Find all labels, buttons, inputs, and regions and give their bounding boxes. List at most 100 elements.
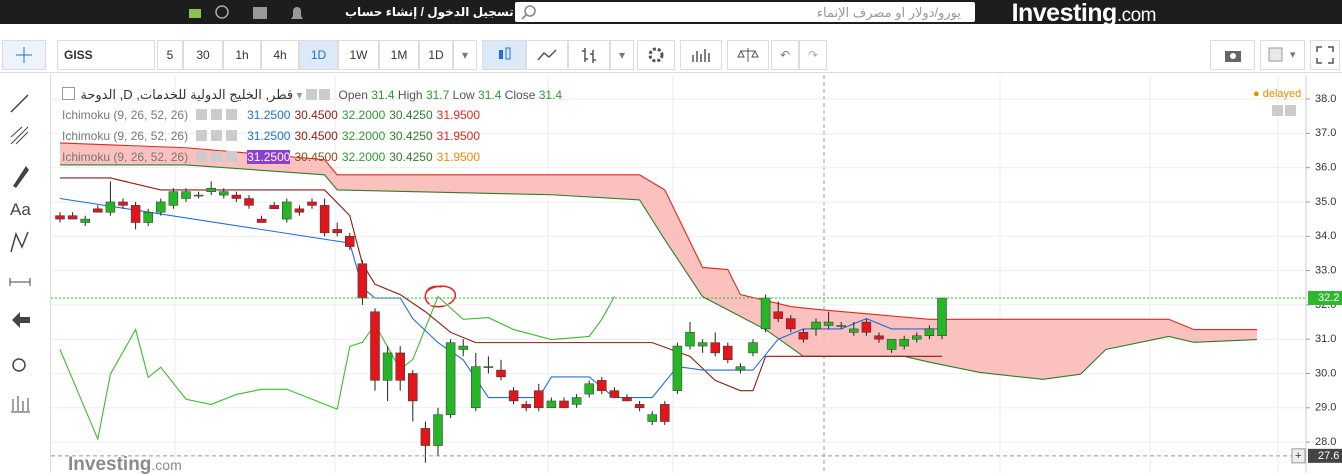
y-tick-label: 31.0 <box>1315 333 1336 345</box>
chart-tool[interactable] <box>11 396 30 413</box>
undo[interactable]: ↶ <box>771 40 799 70</box>
candle-body <box>521 404 531 409</box>
candle-body <box>786 318 796 330</box>
candle-body <box>508 390 519 402</box>
settings[interactable] <box>637 40 675 70</box>
drawing-toolbar: Aa <box>0 74 51 473</box>
pattern-tool[interactable] <box>10 231 29 253</box>
legend: قطر, الخليج الدولية للخدمات, D, الدوحة ▾… <box>62 87 562 103</box>
candle-body <box>748 342 758 354</box>
candle-body <box>924 328 935 337</box>
ichimoku-span-b <box>59 142 1257 331</box>
candle-body <box>168 191 179 206</box>
candle-body <box>836 325 846 327</box>
candle-body <box>231 194 242 199</box>
login-link[interactable]: تسجيل الدخول / إنشاء حساب <box>345 5 514 19</box>
indicator-name: Ichimoku (9, 26, 52, 26) <box>62 108 189 122</box>
icon <box>253 7 267 19</box>
watermark-suffix: .com <box>151 457 182 473</box>
remove-tool[interactable] <box>12 312 30 328</box>
candle-body <box>899 338 909 347</box>
redo[interactable]: ↷ <box>799 40 827 70</box>
dropdown-arrow[interactable]: ▾ <box>453 40 477 70</box>
fullscreen[interactable] <box>1310 40 1340 70</box>
indicator-icons[interactable] <box>196 150 241 164</box>
measure-tool[interactable] <box>9 278 31 286</box>
candle-body <box>559 400 569 409</box>
candle-body <box>672 345 683 391</box>
icon[interactable] <box>1285 105 1296 116</box>
indicator-value: 30.4250 <box>389 108 433 122</box>
search-box[interactable]: يورو/دولار او مصرف الإنماء <box>515 2 975 22</box>
y-tick-label: 37.0 <box>1315 127 1336 139</box>
candle-body <box>773 311 783 319</box>
crosshair-plus <box>1291 448 1306 464</box>
compare[interactable] <box>727 40 769 70</box>
indicator-value: 31.9500 <box>436 108 481 122</box>
icon <box>215 5 229 19</box>
candle-body <box>282 201 292 220</box>
indicator-value: 31.9500 <box>436 129 481 143</box>
ohlc-value: 31.4 <box>478 88 502 102</box>
indicator-icons[interactable] <box>196 108 241 122</box>
y-tick-label: 36.0 <box>1315 162 1336 174</box>
candle-body <box>723 345 733 361</box>
icon[interactable] <box>318 89 330 100</box>
candle-body <box>660 404 670 422</box>
interval-button[interactable]: 1D <box>299 40 338 70</box>
candle-body <box>408 373 418 402</box>
text-tool[interactable]: Aa <box>10 200 31 219</box>
indicator-row: Ichimoku (9, 26, 52, 26) 31.2500 30.4500 32… <box>62 108 484 122</box>
zoom-tool[interactable] <box>12 358 26 372</box>
tool-icons <box>9 94 31 413</box>
collapse[interactable] <box>62 87 75 100</box>
candle-body <box>534 390 544 409</box>
screenshot[interactable] <box>1210 40 1255 70</box>
line-style[interactable] <box>526 40 568 70</box>
crosshair-tool[interactable] <box>2 40 46 70</box>
indicator-icons[interactable] <box>196 129 241 143</box>
trend-line-tool[interactable] <box>10 94 29 113</box>
indicators[interactable] <box>680 40 722 70</box>
interval-button[interactable]: 4h <box>261 40 299 70</box>
y-tick-label: 28.0 <box>1315 436 1336 448</box>
candle-body <box>382 352 393 381</box>
bar-style[interactable] <box>568 40 610 70</box>
candle-body <box>546 400 557 409</box>
dropdown-arrow[interactable]: ▾ <box>610 40 634 70</box>
crosshair-price-tag <box>1308 448 1342 463</box>
interval-button[interactable]: 1W <box>338 40 379 70</box>
ohlc-value: 31.4 <box>538 88 563 102</box>
candle-body <box>622 397 632 402</box>
indicator-value: 31.2500 <box>247 150 291 164</box>
candle-body <box>571 397 582 405</box>
candle-body <box>697 342 708 347</box>
icon[interactable] <box>1272 105 1283 116</box>
candle-body <box>634 404 645 409</box>
interval-button[interactable]: 5 <box>157 40 183 70</box>
color-picker[interactable]: ▾ <box>1260 40 1305 70</box>
interval-button[interactable]: 1h <box>223 40 261 70</box>
logo[interactable]: Investing.com <box>1012 0 1157 28</box>
candle-body <box>206 187 216 192</box>
candle-body <box>319 205 330 234</box>
fib-tool[interactable] <box>10 126 29 145</box>
brush-tool[interactable] <box>13 166 29 188</box>
candle-body <box>760 297 771 330</box>
candle-body <box>445 342 456 415</box>
interval-button[interactable]: 30 <box>183 40 223 70</box>
ohlc-label: Low <box>452 88 475 102</box>
candle-body <box>269 205 279 210</box>
search-placeholder: يورو/دولار او مصرف الإنماء <box>816 5 961 20</box>
indicator-value: 30.4500 <box>294 129 338 143</box>
watermark-logo: Investing <box>68 454 152 475</box>
candle-style[interactable] <box>482 40 526 70</box>
interval-button[interactable]: 1M <box>379 40 419 70</box>
plot-area <box>51 75 1306 473</box>
interval-dropdown[interactable]: 1D <box>419 40 453 70</box>
symbol-box[interactable]: GISS <box>57 40 155 70</box>
svg-text:▾: ▾ <box>1290 49 1296 61</box>
icon[interactable] <box>305 89 317 100</box>
indicator-row: Ichimoku (9, 26, 52, 26) 31.2500 30.4500 32… <box>62 150 484 164</box>
